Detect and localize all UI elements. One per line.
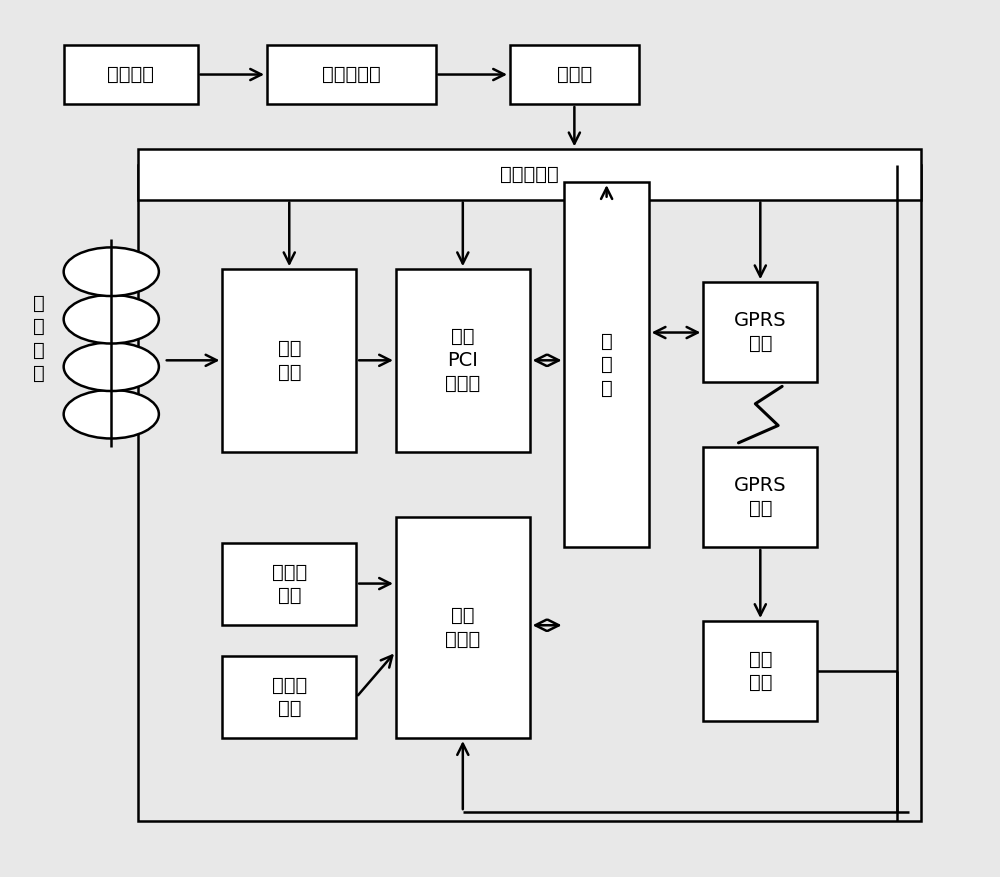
Bar [396, 269, 530, 452]
Text: 充电控制器: 充电控制器 [322, 65, 381, 84]
Bar [510, 45, 639, 104]
Bar [564, 182, 649, 547]
Text: 工
控
机: 工 控 机 [601, 332, 612, 397]
Ellipse shape [64, 390, 159, 438]
Text: 罗
氏
线
圈: 罗 氏 线 圈 [33, 294, 45, 383]
Text: 蓄电池: 蓄电池 [557, 65, 592, 84]
Text: GPRS
模块: GPRS 模块 [734, 310, 787, 353]
Bar [396, 517, 530, 738]
Text: 高速
PCI
采集卡: 高速 PCI 采集卡 [445, 327, 480, 393]
Bar [267, 45, 436, 104]
Text: 触发
电路: 触发 电路 [278, 339, 301, 381]
Bar [703, 621, 817, 721]
Bar [703, 447, 817, 547]
Bar [64, 45, 198, 104]
Ellipse shape [64, 295, 159, 344]
Text: 电压变换器: 电压变换器 [500, 165, 559, 184]
Bar [222, 656, 356, 738]
Bar [703, 282, 817, 382]
Text: 低速
采集卡: 低速 采集卡 [445, 606, 480, 649]
Bar [222, 543, 356, 625]
Bar [222, 269, 356, 452]
Ellipse shape [64, 342, 159, 391]
Text: GPRS
模块: GPRS 模块 [734, 476, 787, 518]
Ellipse shape [64, 247, 159, 296]
Text: 取能线圈: 取能线圈 [107, 65, 154, 84]
Text: 温度传
感器: 温度传 感器 [272, 563, 307, 605]
Text: 湿度传
感器: 湿度传 感器 [272, 675, 307, 718]
Text: 终端
电脑: 终端 电脑 [749, 650, 772, 692]
Bar [138, 165, 921, 821]
Bar [138, 149, 921, 200]
